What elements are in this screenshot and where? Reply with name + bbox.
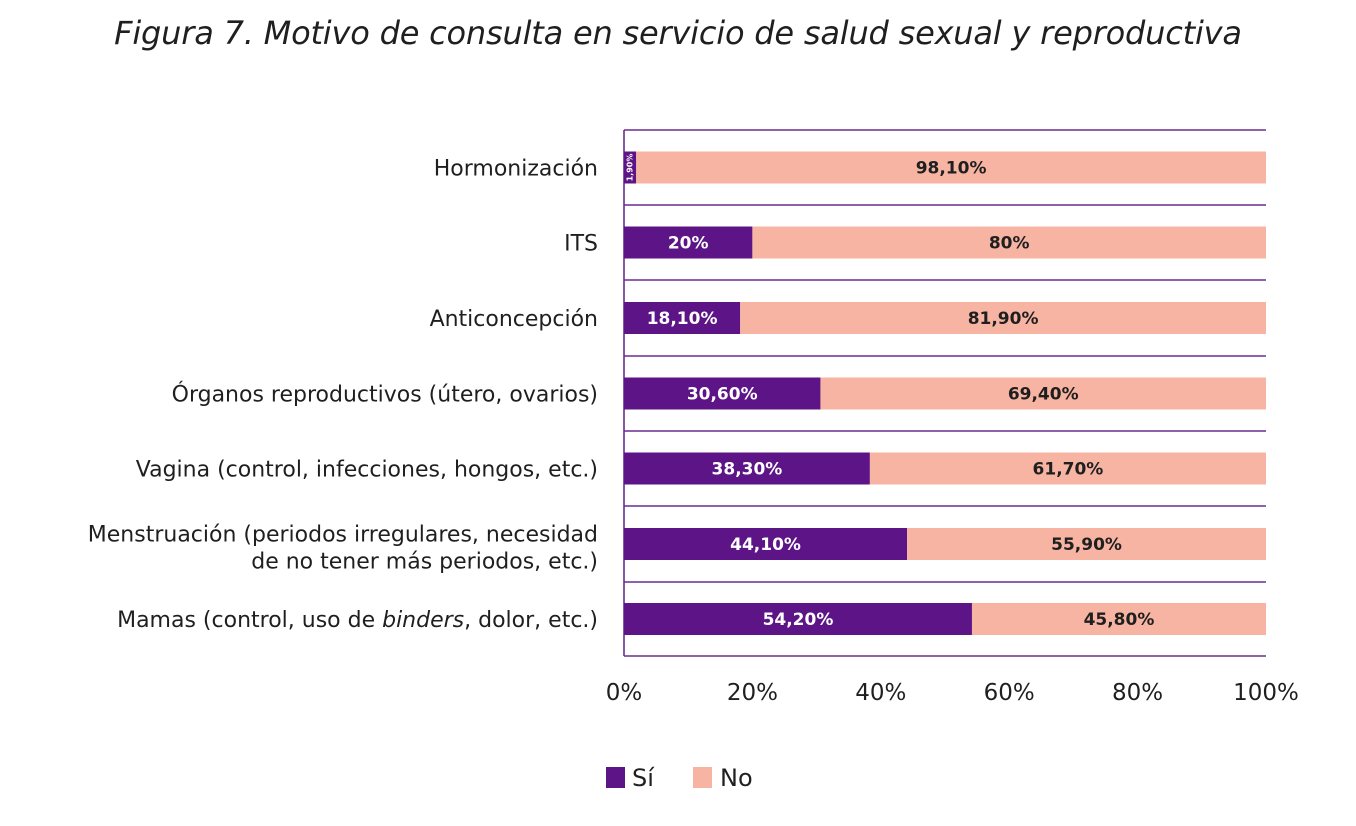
category-label-6: Mamas (control, uso de binders, dolor, e… (117, 608, 598, 633)
bar-no-1 (752, 226, 1266, 259)
bar-no-3 (820, 377, 1266, 410)
x-tick-label: 80% (1112, 680, 1163, 706)
gridlines (623, 129, 1266, 657)
data-label-si-6: 54,20% (763, 610, 834, 630)
data-label-si-2: 18,10% (647, 309, 718, 329)
bar-si-1 (624, 226, 753, 259)
category-label-5: Menstruación (periodos irregulares, nece… (88, 523, 598, 575)
legend-label-no: No (720, 764, 753, 792)
chart-title: Figura 7. Motivo de consulta en servicio… (114, 14, 1242, 52)
legend-swatch-si (606, 767, 625, 788)
category-label-1: ITS (564, 232, 598, 257)
bar-si-2 (624, 302, 741, 334)
bar-si-4 (624, 452, 870, 485)
data-label-si-1: 20% (668, 234, 709, 254)
category-label-3: Órganos reproductivos (útero, ovarios) (172, 382, 598, 408)
data-label-no-4: 61,70% (1033, 460, 1104, 480)
data-label-no-2: 81,90% (968, 309, 1039, 329)
x-tick-label: 60% (984, 680, 1035, 706)
data-label-no-1: 80% (989, 234, 1030, 254)
bars (624, 151, 1266, 635)
bar-si-0 (624, 151, 637, 184)
category-label-2: Anticoncepción (430, 307, 598, 332)
data-label-no-5: 55,90% (1051, 535, 1122, 555)
x-axis-ticks: 0% 20% 40% 60% 80% 100% (606, 680, 1299, 706)
legend-label-si: Sí (632, 764, 655, 792)
bar-no-5 (907, 528, 1266, 560)
x-tick-label: 100% (1233, 680, 1299, 706)
legend-swatch-no (693, 767, 712, 788)
data-labels: 1,90% 98,10% 20% 80% 18,10% 81,90% 30,60% 69,40… (626, 154, 1155, 630)
category-label-0: Hormonización (434, 157, 598, 182)
bar-no-6 (971, 603, 1266, 635)
category-labels: Hormonización ITS Anticoncepción Órganos re… (88, 157, 598, 634)
data-label-si-0: 1,90% (626, 154, 635, 182)
x-tick-label: 40% (855, 680, 906, 706)
bar-si-6 (624, 603, 972, 635)
bar-no-2 (740, 302, 1266, 334)
data-label-no-6: 45,80% (1084, 610, 1155, 630)
bar-si-3 (624, 377, 821, 410)
data-label-si-4: 38,30% (712, 460, 783, 480)
x-tick-label: 0% (606, 680, 643, 706)
bar-no-0 (636, 151, 1266, 184)
x-tick-label: 20% (727, 680, 778, 706)
bar-si-5 (624, 528, 908, 560)
category-label-4: Vagina (control, infecciones, hongos, et… (136, 458, 598, 483)
data-label-si-5: 44,10% (730, 535, 801, 555)
data-label-no-0: 98,10% (916, 159, 987, 179)
bar-no-4 (869, 452, 1266, 485)
legend: Sí No (606, 764, 753, 792)
data-label-si-3: 30,60% (687, 385, 758, 405)
data-label-no-3: 69,40% (1008, 385, 1079, 405)
